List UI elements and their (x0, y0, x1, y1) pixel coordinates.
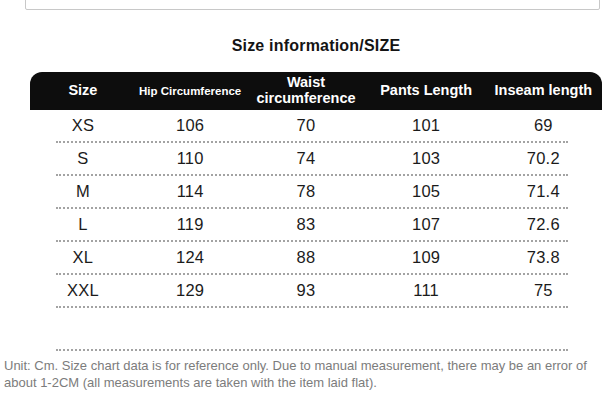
pants-length-cell: 101 (367, 116, 484, 135)
table-row-xs: XS 106 70 101 69 (30, 110, 602, 141)
size-chart-page: Size information/SIZE Size Hip Circumfer… (0, 0, 612, 404)
hip-cell: 124 (136, 248, 245, 267)
measurement-disclaimer: Unit: Cm. Size chart data is for referen… (4, 357, 610, 391)
size-chart-section: Size information/SIZE Size Hip Circumfer… (30, 0, 602, 351)
waist-cell: 93 (244, 281, 367, 300)
table-row-s: S 110 74 103 70.2 (30, 143, 602, 174)
pants-length-cell: 111 (367, 281, 484, 300)
section-title: Size information/SIZE (30, 0, 602, 55)
size-cell: M (30, 182, 136, 201)
waist-cell: 88 (244, 248, 367, 267)
inseam-cell: 71.4 (485, 182, 602, 201)
hip-cell: 129 (136, 281, 245, 300)
footnote-divider (56, 349, 568, 351)
hip-cell: 119 (136, 215, 245, 234)
pants-length-cell: 103 (367, 149, 484, 168)
hip-cell: 114 (136, 182, 245, 201)
disclaimer-line-2: about 1-2CM (all measurements are taken … (4, 374, 610, 391)
inseam-cell: 75 (485, 281, 602, 300)
waist-cell: 74 (244, 149, 367, 168)
waist-cell: 70 (244, 116, 367, 135)
pants-length-cell: 109 (367, 248, 484, 267)
column-header-size: Size (30, 72, 136, 110)
pants-length-cell: 107 (367, 215, 484, 234)
disclaimer-line-1: Unit: Cm. Size chart data is for referen… (4, 357, 610, 374)
hip-cell: 110 (136, 149, 245, 168)
pants-length-cell: 105 (367, 182, 484, 201)
size-cell: S (30, 149, 136, 168)
waist-cell: 78 (244, 182, 367, 201)
inseam-cell: 73.8 (485, 248, 602, 267)
column-header-inseam-length: Inseam length (485, 72, 602, 110)
inseam-cell: 69 (485, 116, 602, 135)
column-header-hip-circumference: Hip Circumference (136, 72, 245, 110)
inseam-cell: 70.2 (485, 149, 602, 168)
hip-cell: 106 (136, 116, 245, 135)
size-cell: XL (30, 248, 136, 267)
table-row-m: M 114 78 105 71.4 (30, 176, 602, 207)
waist-cell: 83 (244, 215, 367, 234)
size-cell: L (30, 215, 136, 234)
table-row-l: L 119 83 107 72.6 (30, 209, 602, 240)
row-divider (56, 306, 568, 308)
column-header-pants-length: Pants Length (367, 72, 484, 110)
table-header-row: Size Hip Circumference Waist circumferen… (30, 72, 602, 110)
size-cell: XXL (30, 281, 136, 300)
inseam-cell: 72.6 (485, 215, 602, 234)
table-row-xxl: XXL 129 93 111 75 (30, 275, 602, 306)
size-cell: XS (30, 116, 136, 135)
column-header-waist-circumference: Waist circumference (244, 72, 367, 110)
table-row-xl: XL 124 88 109 73.8 (30, 242, 602, 273)
